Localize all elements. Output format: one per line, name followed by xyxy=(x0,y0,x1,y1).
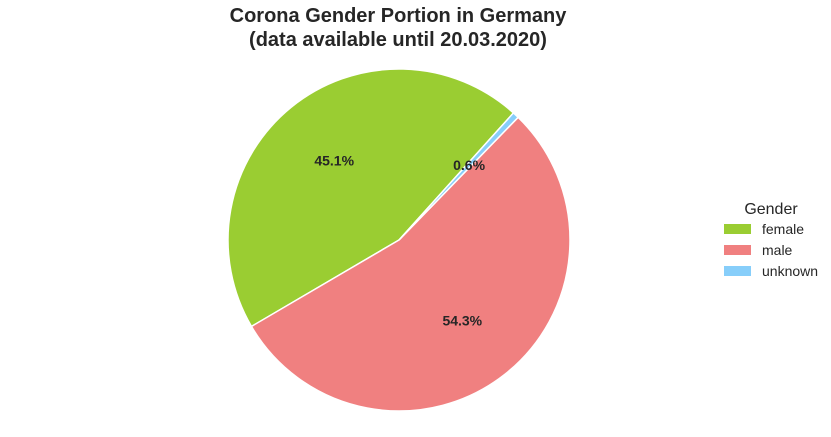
chart-title-line-1: Corona Gender Portion in Germany xyxy=(230,5,568,27)
pie-label-female: 45.1% xyxy=(314,153,354,169)
pie-label-unknown: 0.6% xyxy=(453,157,485,173)
legend-swatch-female xyxy=(724,224,751,234)
legend-swatch-unknown xyxy=(724,266,751,276)
pie-slice-unknown xyxy=(398,111,520,241)
pie-slice-female xyxy=(227,68,515,328)
pie-labels: 45.1% 54.3% 0.6% xyxy=(314,153,485,329)
legend: Gender female male unknown xyxy=(724,201,818,279)
legend-label-male: male xyxy=(762,242,793,258)
legend-title: Gender xyxy=(744,201,798,218)
pie-slices xyxy=(227,68,571,412)
legend-label-unknown: unknown xyxy=(762,263,818,279)
legend-label-female: female xyxy=(762,221,804,237)
chart-title-line-2: (data available until 20.03.2020) xyxy=(249,29,547,51)
legend-swatch-male xyxy=(724,245,751,255)
pie-label-male: 54.3% xyxy=(442,313,482,329)
pie-slice-male xyxy=(250,116,571,412)
